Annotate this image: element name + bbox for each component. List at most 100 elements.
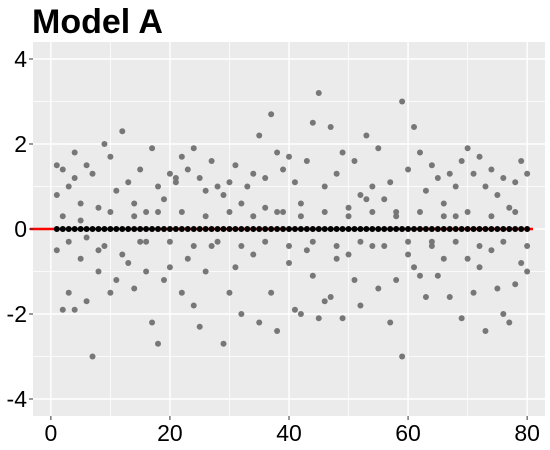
scatter-point xyxy=(131,200,138,207)
baseline-point xyxy=(488,226,495,232)
scatter-point xyxy=(309,119,316,126)
scatter-point xyxy=(452,183,459,190)
baseline-point xyxy=(59,226,66,232)
scatter-point xyxy=(250,251,257,258)
baseline-point xyxy=(190,226,197,232)
baseline-point xyxy=(160,226,167,232)
baseline-point xyxy=(196,226,203,232)
baseline-point xyxy=(393,226,400,232)
scatter-point xyxy=(178,153,185,160)
scatter-point xyxy=(428,162,435,169)
scatter-point xyxy=(399,353,406,360)
scatter-point xyxy=(405,166,412,173)
scatter-point xyxy=(375,285,382,292)
baseline-points xyxy=(53,226,531,232)
baseline-point xyxy=(464,226,471,232)
scatter-point xyxy=(178,209,185,215)
scatter-point xyxy=(416,209,423,215)
scatter-point xyxy=(214,238,221,245)
scatter-point xyxy=(274,149,281,156)
scatter-point xyxy=(446,170,453,177)
scatter-point xyxy=(125,260,132,266)
scatter-point xyxy=(339,149,346,156)
scatter-point xyxy=(101,243,108,249)
scatter-point xyxy=(238,200,245,207)
y-tick-label: 2 xyxy=(14,131,27,157)
scatter-point xyxy=(131,213,138,220)
scatter-point xyxy=(250,213,257,220)
scatter-point xyxy=(494,285,501,292)
baseline-point xyxy=(309,226,316,232)
scatter-point xyxy=(274,328,281,334)
scatter-point xyxy=(131,285,138,292)
scatter-point xyxy=(363,132,370,139)
scatter-point xyxy=(190,243,197,249)
scatter-point xyxy=(160,196,167,203)
scatter-point xyxy=(232,264,239,271)
scatter-point xyxy=(89,170,96,177)
scatter-point xyxy=(238,243,245,249)
scatter-point xyxy=(220,340,227,347)
baseline-point xyxy=(327,226,334,232)
baseline-point xyxy=(351,226,358,232)
scatter-point xyxy=(244,183,251,190)
scatter-point xyxy=(488,166,495,173)
baseline-point xyxy=(381,226,388,232)
x-tick-label: 0 xyxy=(44,420,57,446)
scatter-point xyxy=(291,306,298,313)
scatter-point xyxy=(339,315,346,322)
scatter-point xyxy=(202,213,209,220)
baseline-point xyxy=(321,226,328,232)
baseline-point xyxy=(155,226,162,232)
baseline-point xyxy=(101,226,108,232)
scatter-point xyxy=(351,277,358,283)
baseline-point xyxy=(345,226,352,232)
scatter-point xyxy=(327,294,334,300)
scatter-point xyxy=(196,175,203,181)
baseline-point xyxy=(131,226,138,232)
scatter-point xyxy=(381,196,388,203)
scatter-point xyxy=(208,158,215,164)
baseline-point xyxy=(178,226,185,232)
scatter-point xyxy=(77,217,84,224)
scatter-point xyxy=(297,200,304,207)
scatter-point xyxy=(422,294,429,300)
scatter-point xyxy=(416,149,423,156)
baseline-point xyxy=(434,226,441,232)
baseline-point xyxy=(339,226,346,232)
scatter-point xyxy=(113,277,120,283)
scatter-point xyxy=(506,319,513,326)
baseline-point xyxy=(405,226,412,232)
scatter-point xyxy=(297,311,304,317)
baseline-point xyxy=(291,226,298,232)
scatter-point xyxy=(95,268,102,275)
baseline-point xyxy=(89,226,96,232)
scatter-point xyxy=(119,128,126,135)
scatter-point xyxy=(464,209,471,215)
scatter-point xyxy=(101,141,108,147)
baseline-point xyxy=(500,226,507,232)
scatter-point xyxy=(363,196,370,203)
data-points xyxy=(53,90,531,360)
scatter-point xyxy=(286,153,292,160)
baseline-point xyxy=(107,226,114,232)
scatter-point xyxy=(155,209,162,215)
baseline-point xyxy=(297,226,304,232)
scatter-point xyxy=(476,243,483,249)
scatter-point xyxy=(280,209,287,215)
baseline-point xyxy=(452,226,459,232)
scatter-point xyxy=(500,238,507,245)
scatter-point xyxy=(166,238,173,245)
scatter-point xyxy=(53,192,60,198)
scatter-point xyxy=(434,175,441,181)
scatter-point xyxy=(476,264,483,271)
scatter-point xyxy=(59,306,66,313)
scatter-point xyxy=(470,289,477,296)
scatter-point xyxy=(369,209,376,215)
scatter-point xyxy=(434,272,441,279)
baseline-point xyxy=(83,226,90,232)
baseline-point xyxy=(274,226,281,232)
scatter-point xyxy=(232,162,239,169)
scatter-point xyxy=(125,179,132,186)
scatter-point xyxy=(280,166,287,173)
